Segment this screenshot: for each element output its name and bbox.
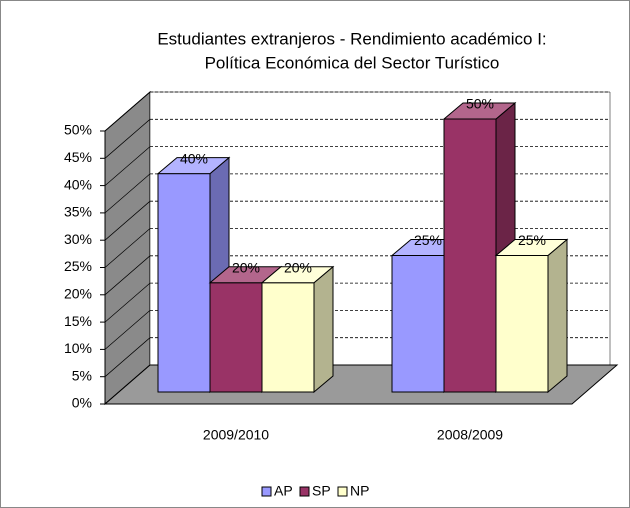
bar-front	[495, 255, 549, 393]
legend-label: SP	[312, 483, 331, 499]
y-tick-label: 40%	[64, 176, 92, 192]
y-tick-label: 20%	[64, 286, 92, 302]
bar-top	[260, 266, 335, 284]
grid-line	[104, 146, 151, 186]
bar-top	[442, 102, 517, 120]
data-label: 25%	[518, 232, 546, 248]
y-tick-label: 10%	[64, 340, 92, 356]
grid-line	[104, 173, 151, 214]
bar-front	[157, 173, 211, 393]
y-tick-label: 45%	[64, 149, 92, 165]
x-tick-label: 2009/2010	[203, 427, 269, 443]
bar	[494, 238, 569, 394]
grid-line	[104, 310, 151, 350]
data-label: 40%	[180, 150, 208, 166]
bar-front	[209, 282, 263, 393]
bar-front	[261, 282, 315, 393]
chart-subtitle: Política Económica del Sector Turístico	[205, 53, 500, 72]
legend-swatch	[261, 486, 272, 497]
grid-line	[104, 337, 151, 377]
legend-label: AP	[274, 483, 293, 499]
bar-top	[494, 239, 569, 256]
grid-line	[104, 364, 151, 405]
bar-top	[156, 157, 231, 175]
x-tick-label: 2008/2009	[437, 427, 503, 443]
bar-side	[547, 238, 568, 394]
y-tick-label: 50%	[64, 122, 92, 138]
grid-line	[104, 200, 151, 241]
legend-swatch	[337, 486, 348, 497]
data-label: 20%	[284, 260, 312, 276]
y-tick-label: 30%	[64, 231, 92, 247]
grid-line	[104, 91, 151, 132]
data-label: 20%	[232, 260, 260, 276]
y-tick-label: 25%	[64, 258, 92, 274]
y-tick-label: 15%	[64, 313, 92, 329]
bar-front	[391, 255, 445, 393]
legend-swatch	[299, 486, 310, 497]
grid-line	[104, 282, 151, 323]
data-label: 25%	[414, 232, 442, 248]
y-tick-label: 35%	[64, 204, 92, 220]
bar-front	[443, 118, 497, 393]
bar	[260, 265, 335, 394]
y-tick-label: 0%	[72, 395, 92, 411]
bar-side	[313, 265, 334, 394]
data-label: 50%	[466, 96, 494, 112]
y-tick-label: 5%	[72, 367, 92, 383]
legend-label: NP	[350, 483, 369, 499]
grid-line	[104, 255, 151, 296]
grid-line	[104, 228, 151, 268]
grid-line	[104, 119, 151, 159]
chart-title: Estudiantes extranjeros - Rendimiento ac…	[157, 29, 546, 48]
